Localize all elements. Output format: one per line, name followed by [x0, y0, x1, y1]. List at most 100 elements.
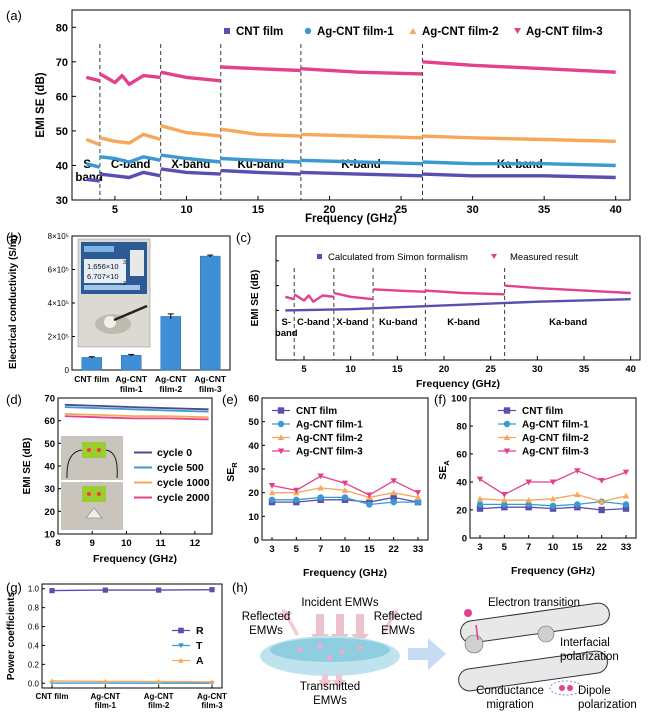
legend-f: CNT film Ag-CNT film-1 Ag-CNT film-2 Ag-CNT… [498, 406, 589, 458]
data-point [598, 506, 605, 514]
data-point [574, 468, 581, 474]
series-group-e [268, 473, 422, 508]
x-axis-label-c: Frequency (GHz) [416, 378, 500, 390]
x-tick-label: 25 [485, 364, 496, 375]
data-point [49, 588, 55, 594]
series-line [85, 137, 101, 147]
y-tick-label: 70 [44, 394, 55, 405]
band-label: X-band [336, 317, 368, 328]
y-tick-label: 30 [56, 195, 68, 207]
legend-marker [178, 643, 184, 649]
x-category-label: Ag-CNT film-1 [115, 374, 147, 394]
plot-frame-g [41, 583, 223, 689]
axis-ticks-a: 5 10 15 20 25 30 35 40 30 40 50 60 70 80 [56, 22, 622, 216]
y-tick-label: 60 [456, 450, 467, 461]
data-point [476, 501, 484, 508]
series-line [300, 132, 423, 140]
data-point [622, 492, 630, 499]
y-tick-label: 100 [451, 394, 467, 405]
data-point [574, 491, 581, 498]
inset-exp-2: 3 [123, 281, 126, 287]
data-point [414, 494, 422, 500]
legend-marker [277, 434, 285, 441]
series-line [333, 291, 374, 301]
legend-a: CNT film Ag-CNT film-1 Ag-CNT film-2 Ag-… [224, 26, 603, 38]
panel-f: (f) 3 5 7 10 15 22 33 0 20 40 60 80 100 Frequency (G… [434, 392, 637, 577]
x-tick-label: 15 [392, 364, 403, 375]
y-tick-label: 0.6 [28, 623, 40, 632]
x-tick-label: 3 [477, 542, 482, 553]
series-line [64, 406, 209, 413]
panel-label-g: (g) [6, 580, 22, 595]
axis-ticks-e: 3 5 7 10 15 22 33 0 10 20 30 40 50 60 [248, 394, 423, 556]
legend-marker [277, 448, 285, 455]
series-line [504, 284, 631, 295]
axis-ticks-c: 5 10 15 20 25 30 35 40 [276, 260, 636, 375]
data-point [622, 505, 630, 512]
data-point [549, 479, 557, 486]
y-tick-label: 40 [44, 462, 55, 473]
x-category-label: Ag-CNT film-3 [197, 692, 227, 710]
series-line [300, 170, 423, 178]
legend-marker [178, 627, 184, 634]
conductance-label: Conductance migration [476, 685, 544, 711]
series-line [85, 162, 101, 169]
legend-label: Ag-CNT film-3 [522, 447, 589, 458]
series-group-a [85, 60, 616, 183]
legend-label: Ag-CNT film-3 [296, 447, 363, 458]
data-point [317, 473, 324, 480]
x-tick-label: 7 [318, 544, 323, 555]
plot-frame-c [275, 235, 641, 361]
series-line [160, 124, 221, 138]
legend-label: Ag-CNT film-2 [522, 433, 589, 444]
x-tick-label: 10 [180, 204, 192, 216]
data-point [598, 478, 605, 484]
series-line [220, 156, 301, 164]
bar [81, 357, 102, 371]
data-point [366, 492, 373, 499]
y-tick-label: 0 [462, 534, 467, 545]
series-line [422, 60, 616, 74]
x-tick-label: 20 [439, 364, 450, 375]
inset-photos-d [61, 436, 123, 530]
series-line [64, 413, 209, 419]
panel-d: (d) 8 9 10 11 12 10 20 30 40 50 60 70 Frequency (GH… [6, 392, 213, 565]
band-label: C-band [111, 159, 151, 171]
bar [121, 355, 142, 371]
panel-label-d: (d) [6, 392, 22, 407]
series-line [422, 172, 616, 180]
x-tick-label: 15 [364, 544, 375, 555]
series-line [220, 168, 301, 176]
incident-label: Incident EMWs [301, 597, 379, 609]
legend-marker-cnt-a [224, 28, 230, 34]
legend-marker [503, 407, 511, 414]
legend-marker [503, 448, 511, 455]
legend-label-meas-c: Measured result [510, 252, 578, 263]
data-point [390, 494, 397, 501]
legend-g: RTA [172, 625, 204, 667]
legend-marker [503, 420, 511, 428]
y-axis-label-e: SER [225, 462, 239, 482]
y-tick-label: 50 [56, 126, 68, 138]
panel-label-h: (h) [232, 580, 248, 595]
series-line [284, 295, 295, 301]
series-line [51, 589, 213, 592]
series-line [64, 415, 209, 421]
legend-label-ag2-a: Ag-CNT film-2 [422, 26, 499, 38]
y-tick-label: 40 [56, 160, 68, 172]
data-point [268, 483, 276, 489]
series-line [220, 65, 301, 73]
x-tick-label: 7 [526, 542, 531, 553]
x-tick-label: 5 [112, 204, 118, 216]
legend-label: CNT film [296, 406, 337, 417]
data-point [390, 498, 397, 506]
y-tick-label: 30 [44, 484, 55, 495]
y-axis-label-b: Electrical conductivity (S/m) [8, 235, 19, 369]
y-tick-label: 2×10⁵ [48, 333, 69, 342]
y-tick-label: 40 [248, 441, 259, 452]
legend-e: CNT film Ag-CNT film-1 Ag-CNT film-2 Ag-CNT… [272, 406, 363, 458]
x-tick-label: 35 [579, 364, 590, 375]
y-tick-label: 10 [44, 530, 55, 541]
data-point [390, 478, 397, 485]
